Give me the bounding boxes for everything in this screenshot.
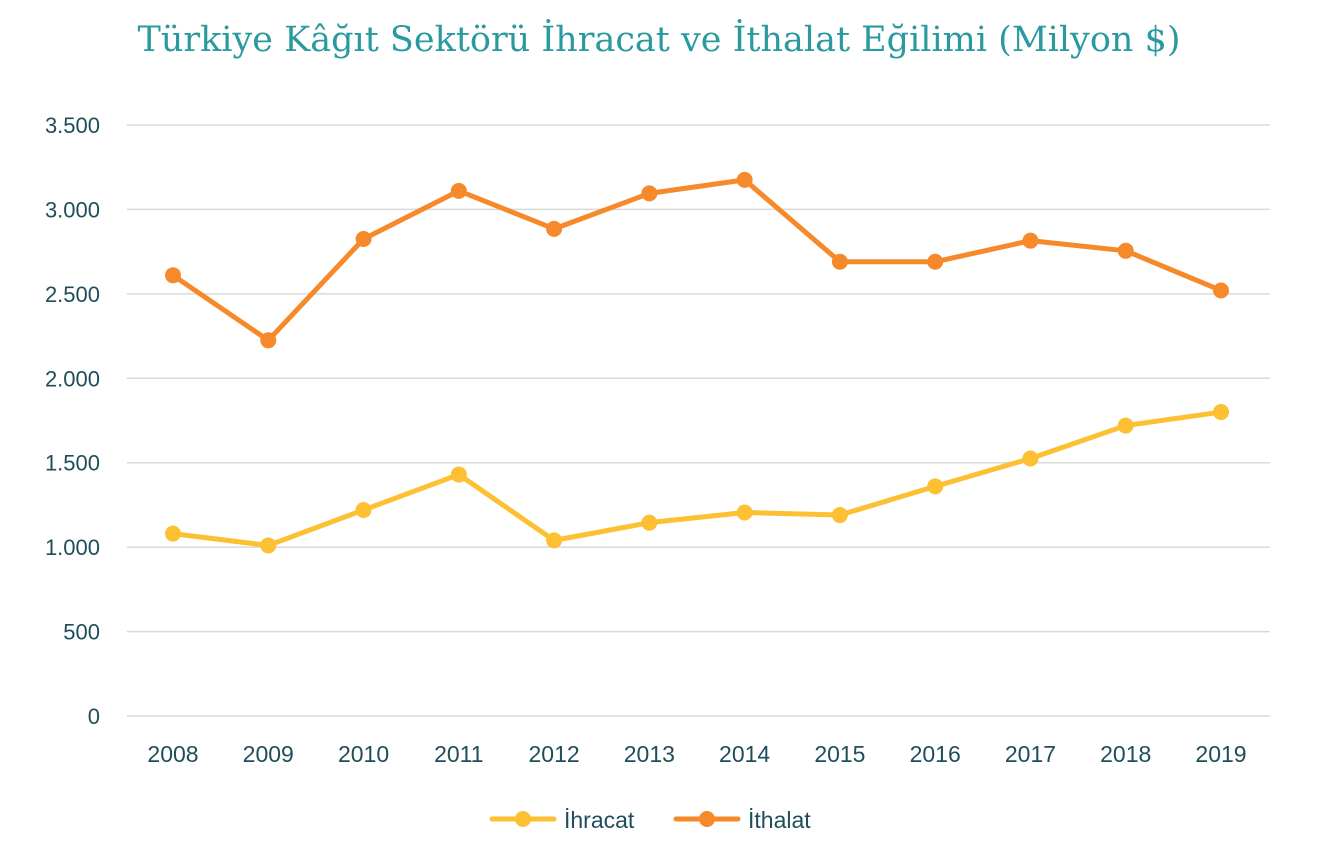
- data-point: [1117, 242, 1134, 259]
- data-point: [831, 507, 848, 524]
- y-tick-label: 2.000: [45, 366, 100, 391]
- data-point: [260, 332, 277, 349]
- chart-title: Türkiye Kâğıt Sektörü İhracat ve İthalat…: [137, 20, 1181, 60]
- x-tick-label: 2016: [910, 741, 961, 767]
- data-point: [165, 525, 181, 542]
- data-point: [546, 532, 563, 549]
- legend: İhracat İthalat: [489, 807, 811, 833]
- x-axis-ticks: 2008 2009 2010 2011 2012 2013 2014 2015 2016 2017…: [147, 741, 1246, 767]
- x-tick-label: 2008: [147, 741, 198, 767]
- data-point: [1117, 417, 1134, 434]
- legend-item: İthalat: [673, 807, 811, 833]
- x-tick-label: 2019: [1195, 741, 1246, 767]
- series-line: [170, 409, 1224, 548]
- x-tick-label: 2017: [1005, 741, 1056, 767]
- legend-item: İhracat: [489, 807, 635, 833]
- data-point: [165, 267, 181, 284]
- x-tick-label: 2009: [243, 741, 294, 767]
- x-tick-label: 2011: [434, 741, 483, 767]
- series-group: [165, 404, 1229, 554]
- data-point: [927, 253, 944, 270]
- data-point: [546, 220, 563, 237]
- x-tick-label: 2015: [814, 741, 865, 767]
- y-tick-label: 1.500: [45, 451, 100, 476]
- series-line: [170, 177, 1224, 343]
- data-point: [355, 501, 372, 518]
- data-point: [1022, 450, 1039, 467]
- legend-label: İthalat: [748, 807, 811, 833]
- x-tick-label: 2012: [529, 741, 580, 767]
- grid-lines: [127, 124, 1270, 717]
- data-point: [355, 230, 372, 247]
- series-lines: [165, 171, 1229, 554]
- y-tick-label: 1.000: [45, 535, 100, 560]
- data-point: [450, 466, 467, 483]
- data-point: [831, 253, 848, 270]
- data-point: [641, 185, 658, 202]
- data-point: [927, 478, 944, 495]
- x-tick-label: 2014: [719, 741, 770, 767]
- data-point: [736, 171, 753, 188]
- data-point: [260, 537, 277, 554]
- data-point: [641, 514, 658, 531]
- legend-swatch-marker: [699, 811, 715, 827]
- y-tick-label: 3.500: [45, 113, 100, 138]
- x-tick-label: 2013: [624, 741, 675, 767]
- data-point: [1022, 232, 1039, 249]
- legend-swatch-marker: [515, 811, 531, 827]
- y-tick-label: 0: [88, 704, 100, 729]
- data-point: [1213, 282, 1229, 299]
- legend-label: İhracat: [564, 807, 635, 833]
- x-tick-label: 2010: [338, 741, 389, 767]
- series-group: [165, 171, 1229, 349]
- y-tick-label: 500: [63, 620, 100, 645]
- x-tick-label: 2018: [1100, 741, 1151, 767]
- y-tick-label: 2.500: [45, 282, 100, 307]
- y-tick-label: 3.000: [45, 197, 100, 222]
- data-point: [450, 182, 467, 199]
- data-point: [1213, 404, 1229, 421]
- y-axis-ticks: 0 500 1.000 1.500 2.000 2.500 3.000 3.500: [45, 113, 100, 729]
- data-point: [736, 504, 753, 521]
